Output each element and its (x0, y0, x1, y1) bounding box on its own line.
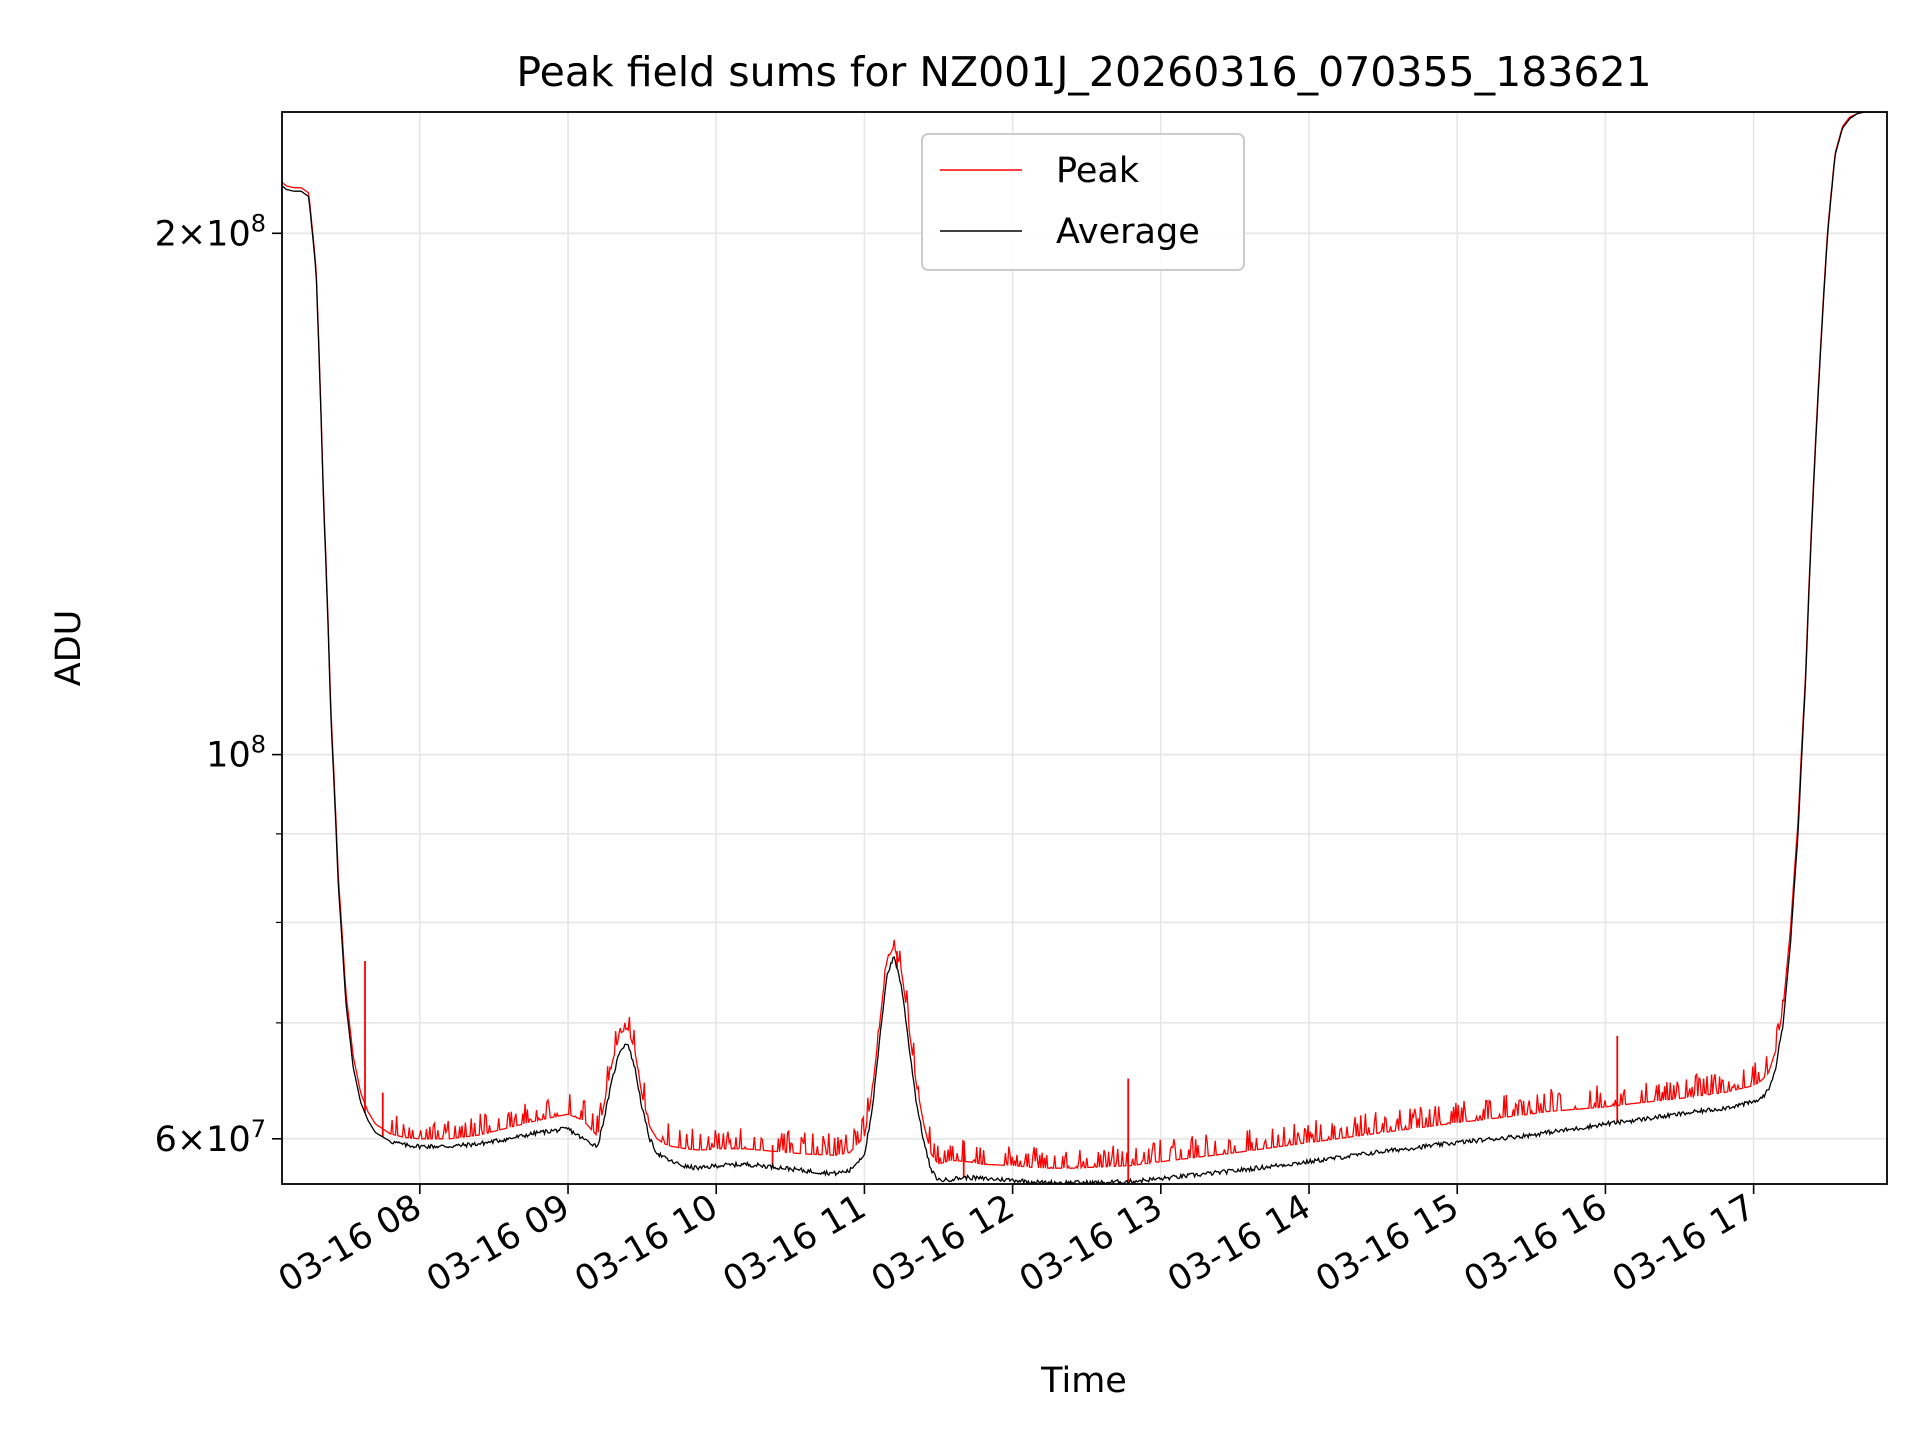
chart-title: Peak field sums for NZ001J_20260316_0703… (516, 48, 1651, 96)
y-tick-label: 6×107 (155, 1115, 266, 1160)
series-group (282, 112, 1887, 1184)
legend-peak-label: Peak (1056, 151, 1140, 191)
peak-series-line (282, 112, 1887, 1170)
x-axis-label: Time (1040, 1361, 1127, 1401)
plot-area (282, 112, 1887, 1184)
axes-frame (281, 111, 1888, 1185)
y-tick-label: 108 (206, 731, 266, 776)
average-series-line (282, 112, 1887, 1184)
y-tick-label: 2×108 (155, 209, 266, 254)
legend: Peak Average (921, 133, 1245, 271)
legend-box (921, 133, 1245, 271)
y-axis-label: ADU (49, 610, 89, 687)
legend-average-label: Average (1056, 212, 1200, 252)
grid (282, 112, 1887, 1184)
